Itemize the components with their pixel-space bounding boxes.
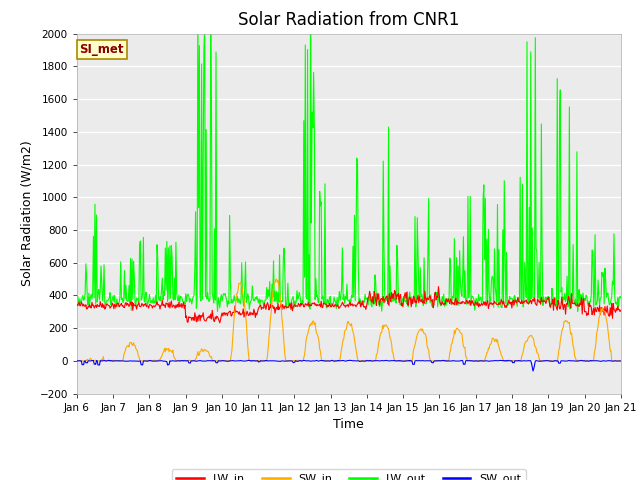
LW_out — [433, 295, 440, 301]
SW_in — [417, 327, 424, 333]
Legend: LW_in, SW_in, LW_out, SW_out: LW_in, SW_in, LW_out, SW_out — [172, 469, 525, 480]
SW_out — [529, 368, 537, 374]
LW_out — [139, 290, 147, 296]
Line: SW_out: SW_out — [77, 360, 621, 371]
SW_out — [346, 358, 354, 363]
X-axis label: Time: Time — [333, 418, 364, 431]
LW_out — [417, 265, 424, 271]
LW_in — [139, 302, 147, 308]
LW_out — [214, 309, 221, 314]
LW_out — [617, 295, 625, 301]
LW_out — [223, 304, 231, 310]
SW_in — [361, 359, 369, 365]
SW_out — [73, 358, 81, 363]
LW_in — [431, 289, 439, 295]
SW_in — [73, 358, 81, 364]
Line: LW_out: LW_out — [77, 0, 621, 312]
SW_in — [83, 358, 90, 364]
LW_in — [216, 320, 223, 325]
SW_out — [83, 360, 90, 366]
LW_in — [223, 313, 231, 319]
LW_out — [73, 295, 81, 300]
SW_out — [223, 358, 230, 364]
SW_in — [273, 276, 280, 282]
SW_in — [617, 358, 625, 363]
LW_in — [83, 306, 90, 312]
SW_out — [194, 358, 202, 364]
SW_out — [139, 362, 147, 368]
Line: SW_in: SW_in — [77, 279, 621, 362]
SW_in — [139, 358, 147, 364]
LW_in — [416, 294, 424, 300]
LW_out — [194, 2, 202, 8]
LW_in — [194, 318, 202, 324]
SW_out — [431, 358, 439, 364]
SW_out — [416, 358, 424, 363]
LW_in — [73, 301, 81, 307]
Text: SI_met: SI_met — [79, 43, 124, 56]
Title: Solar Radiation from CNR1: Solar Radiation from CNR1 — [238, 11, 460, 29]
Line: LW_in: LW_in — [77, 287, 621, 323]
SW_out — [617, 358, 625, 364]
LW_in — [617, 308, 625, 313]
LW_in — [435, 284, 442, 289]
SW_in — [433, 358, 440, 364]
SW_in — [223, 358, 230, 364]
Y-axis label: Solar Radiation (W/m2): Solar Radiation (W/m2) — [21, 141, 34, 287]
LW_out — [83, 275, 90, 280]
SW_in — [194, 348, 202, 354]
